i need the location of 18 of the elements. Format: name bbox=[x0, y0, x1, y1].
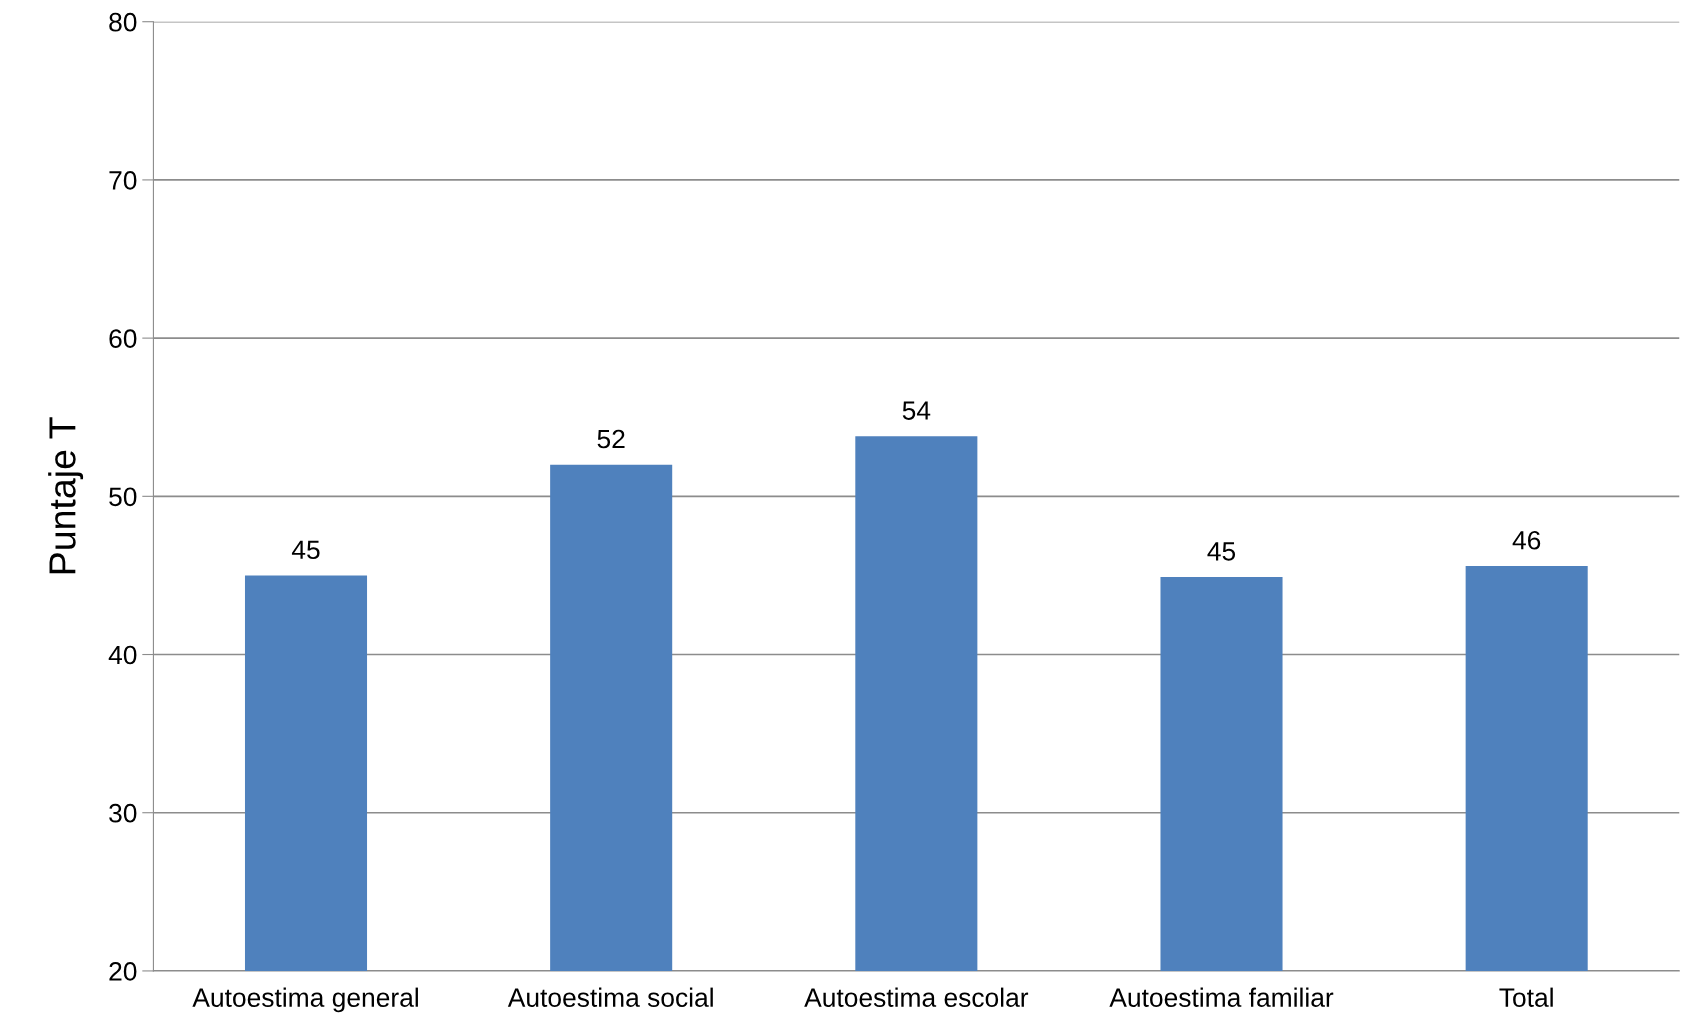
x-tick-label: Total bbox=[1499, 987, 1553, 1007]
x-tick-label: Autoestima general bbox=[192, 987, 418, 1013]
x-tick-label: Autoestima escolar bbox=[804, 987, 1029, 1007]
y-axis-title: Puntaje T bbox=[48, 417, 84, 574]
y-tick-label: 80 bbox=[109, 12, 137, 32]
data-label: 45 bbox=[291, 540, 320, 560]
data-label: 45 bbox=[1207, 542, 1236, 561]
y-tick-label: 70 bbox=[109, 171, 137, 190]
x-tick-label: Autoestima familiar bbox=[1109, 987, 1334, 1007]
y-tick-label: 40 bbox=[108, 645, 137, 665]
y-tick-label: 50 bbox=[109, 487, 137, 507]
y-tick-label: 20 bbox=[109, 962, 137, 981]
data-label: 52 bbox=[597, 429, 625, 449]
y-tick-label: 60 bbox=[109, 329, 137, 348]
y-tick-label: 30 bbox=[109, 803, 137, 823]
x-tick-label: Autoestima social bbox=[507, 987, 713, 1007]
data-label: 46 bbox=[1512, 530, 1541, 550]
data-label: 54 bbox=[902, 401, 931, 420]
